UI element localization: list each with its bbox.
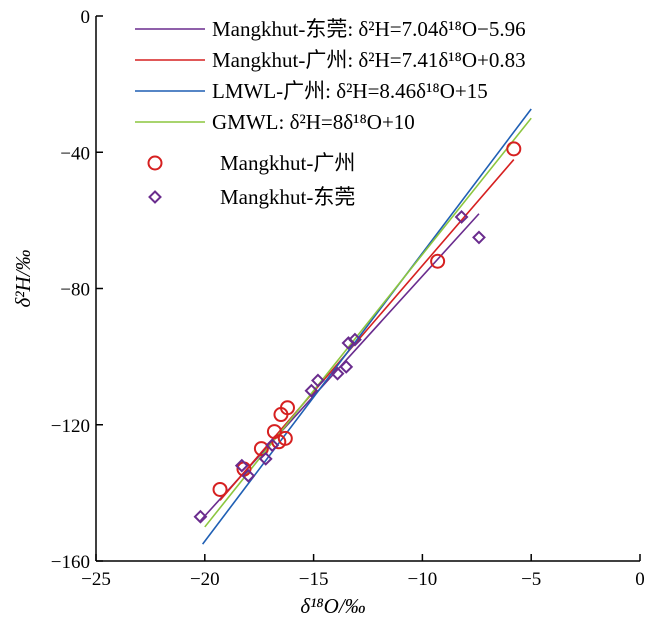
y-tick-label: 0 [81, 7, 91, 28]
legend-line-label: Mangkhut-广州: δ²H=7.41δ¹⁸O+0.83 [212, 48, 526, 72]
x-tick-label: −20 [190, 569, 220, 590]
y-tick-label: −40 [60, 143, 90, 164]
x-axis-label: δ¹⁸O/‰ [300, 594, 365, 618]
data-point-circle [279, 400, 295, 416]
fit-line-4 [204, 117, 532, 528]
x-tick-label: 0 [635, 569, 645, 590]
data-point-diamond [339, 359, 354, 374]
data-point-diamond [304, 383, 319, 398]
data-point-circle [212, 481, 228, 497]
legend-line-label: GMWL: δ²H=8δ¹⁸O+10 [212, 110, 415, 134]
x-tick-label: −15 [299, 569, 329, 590]
data-point-diamond [234, 458, 249, 473]
data-point-circle [253, 441, 269, 457]
fit-line-3 [201, 108, 532, 545]
data-point-diamond [193, 509, 208, 524]
x-tick-label: −10 [408, 569, 438, 590]
legend: Mangkhut-东莞: δ²H=7.04δ¹⁸O−5.96 Mangkhut-广… [135, 17, 526, 209]
data-point-diamond [241, 468, 256, 483]
legend-marker-swatch [148, 190, 162, 204]
data-point-diamond [311, 373, 325, 388]
data-point-circle [506, 141, 522, 157]
y-axis-label: δ²H/‰ [11, 249, 35, 307]
data-point-circle [430, 253, 446, 269]
legend-series-label: Mangkhut-广州 [220, 151, 355, 175]
data-points [193, 141, 522, 524]
ticks: −25 −20 −15 −10 −5 0 −160 −120 −80 −40 0 [51, 7, 645, 590]
legend-line-label: LMWL-广州: δ²H=8.46δ¹⁸O+15 [212, 79, 488, 103]
legend-marker-swatch [147, 155, 163, 171]
x-tick-label: −5 [521, 569, 541, 590]
fit-line-2 [219, 159, 515, 501]
data-point-diamond [265, 438, 280, 453]
y-tick-label: −80 [60, 280, 90, 301]
data-point-diamond [454, 210, 469, 224]
legend-line-label: Mangkhut-东莞: δ²H=7.04δ¹⁸O−5.96 [212, 17, 526, 41]
y-tick-label: −120 [51, 416, 90, 437]
data-point-diamond [330, 366, 345, 381]
data-point-diamond [348, 332, 362, 347]
legend-series-label: Mangkhut-东莞 [220, 185, 355, 209]
data-point-circle [277, 430, 293, 446]
data-point-diamond [472, 230, 486, 245]
y-tick-label: −160 [51, 552, 90, 573]
data-point-diamond [258, 451, 273, 466]
x-tick-label: −25 [81, 569, 111, 590]
